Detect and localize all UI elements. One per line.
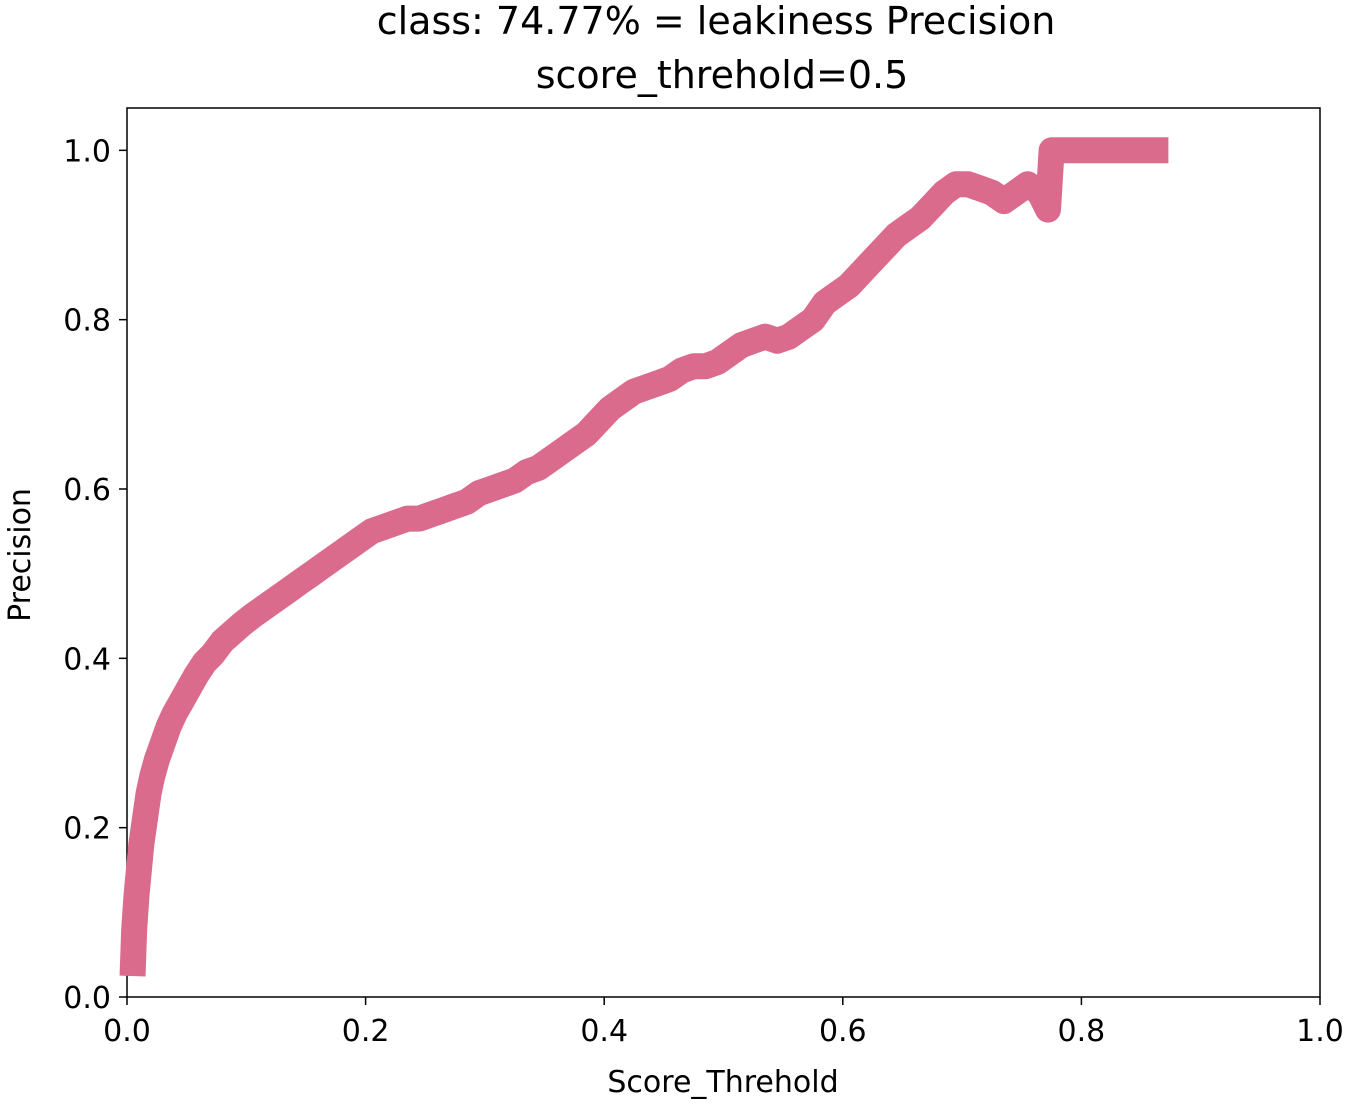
- data-point: [1039, 200, 1057, 219]
- data-point: [143, 767, 162, 786]
- x-tick-label: 0.8: [1058, 1014, 1106, 1049]
- x-tick-label: 0.2: [342, 1014, 390, 1049]
- x-tick-label: 0.6: [819, 1014, 867, 1049]
- data-point: [153, 734, 172, 752]
- data-point: [1072, 141, 1091, 160]
- data-point: [124, 954, 142, 973]
- data-point: [129, 861, 148, 879]
- data-point: [1030, 183, 1049, 202]
- x-axis-label: Score_Threhold: [607, 1065, 838, 1100]
- x-axis-ticks: 0.0 0.2 0.4 0.6 0.8 1.0: [103, 997, 1344, 1049]
- series-line: [119, 137, 1169, 977]
- x-tick-label: 0.0: [103, 1014, 151, 1049]
- x-tick-label: 1.0: [1296, 1014, 1344, 1049]
- data-point: [1120, 141, 1139, 160]
- y-tick-label: 0.4: [63, 642, 111, 677]
- chart-subtitle: score_threhold=0.5: [536, 53, 909, 97]
- y-tick-label: 0.8: [63, 304, 111, 339]
- y-tick-label: 0.0: [63, 981, 111, 1016]
- data-point: [1096, 141, 1115, 160]
- chart-title: class: 74.77% = leakiness Precision: [377, 0, 1056, 43]
- data-point: [127, 886, 146, 905]
- data-point: [125, 920, 144, 939]
- y-tick-label: 1.0: [63, 134, 111, 169]
- data-series: [119, 137, 1169, 977]
- data-point: [132, 835, 151, 854]
- data-point: [135, 810, 154, 829]
- y-tick-label: 0.6: [63, 473, 111, 508]
- y-axis-ticks: 0.0 0.2 0.4 0.6 0.8 1.0: [63, 134, 127, 1016]
- plot-frame: [126, 107, 1321, 998]
- data-point: [139, 784, 158, 803]
- data-point: [147, 750, 166, 769]
- y-axis-label: Precision: [3, 488, 38, 622]
- y-tick-label: 0.2: [63, 812, 111, 847]
- data-point: [1054, 141, 1073, 160]
- data-point: [1146, 141, 1165, 160]
- x-tick-label: 0.4: [580, 1014, 628, 1049]
- data-point: [804, 310, 822, 329]
